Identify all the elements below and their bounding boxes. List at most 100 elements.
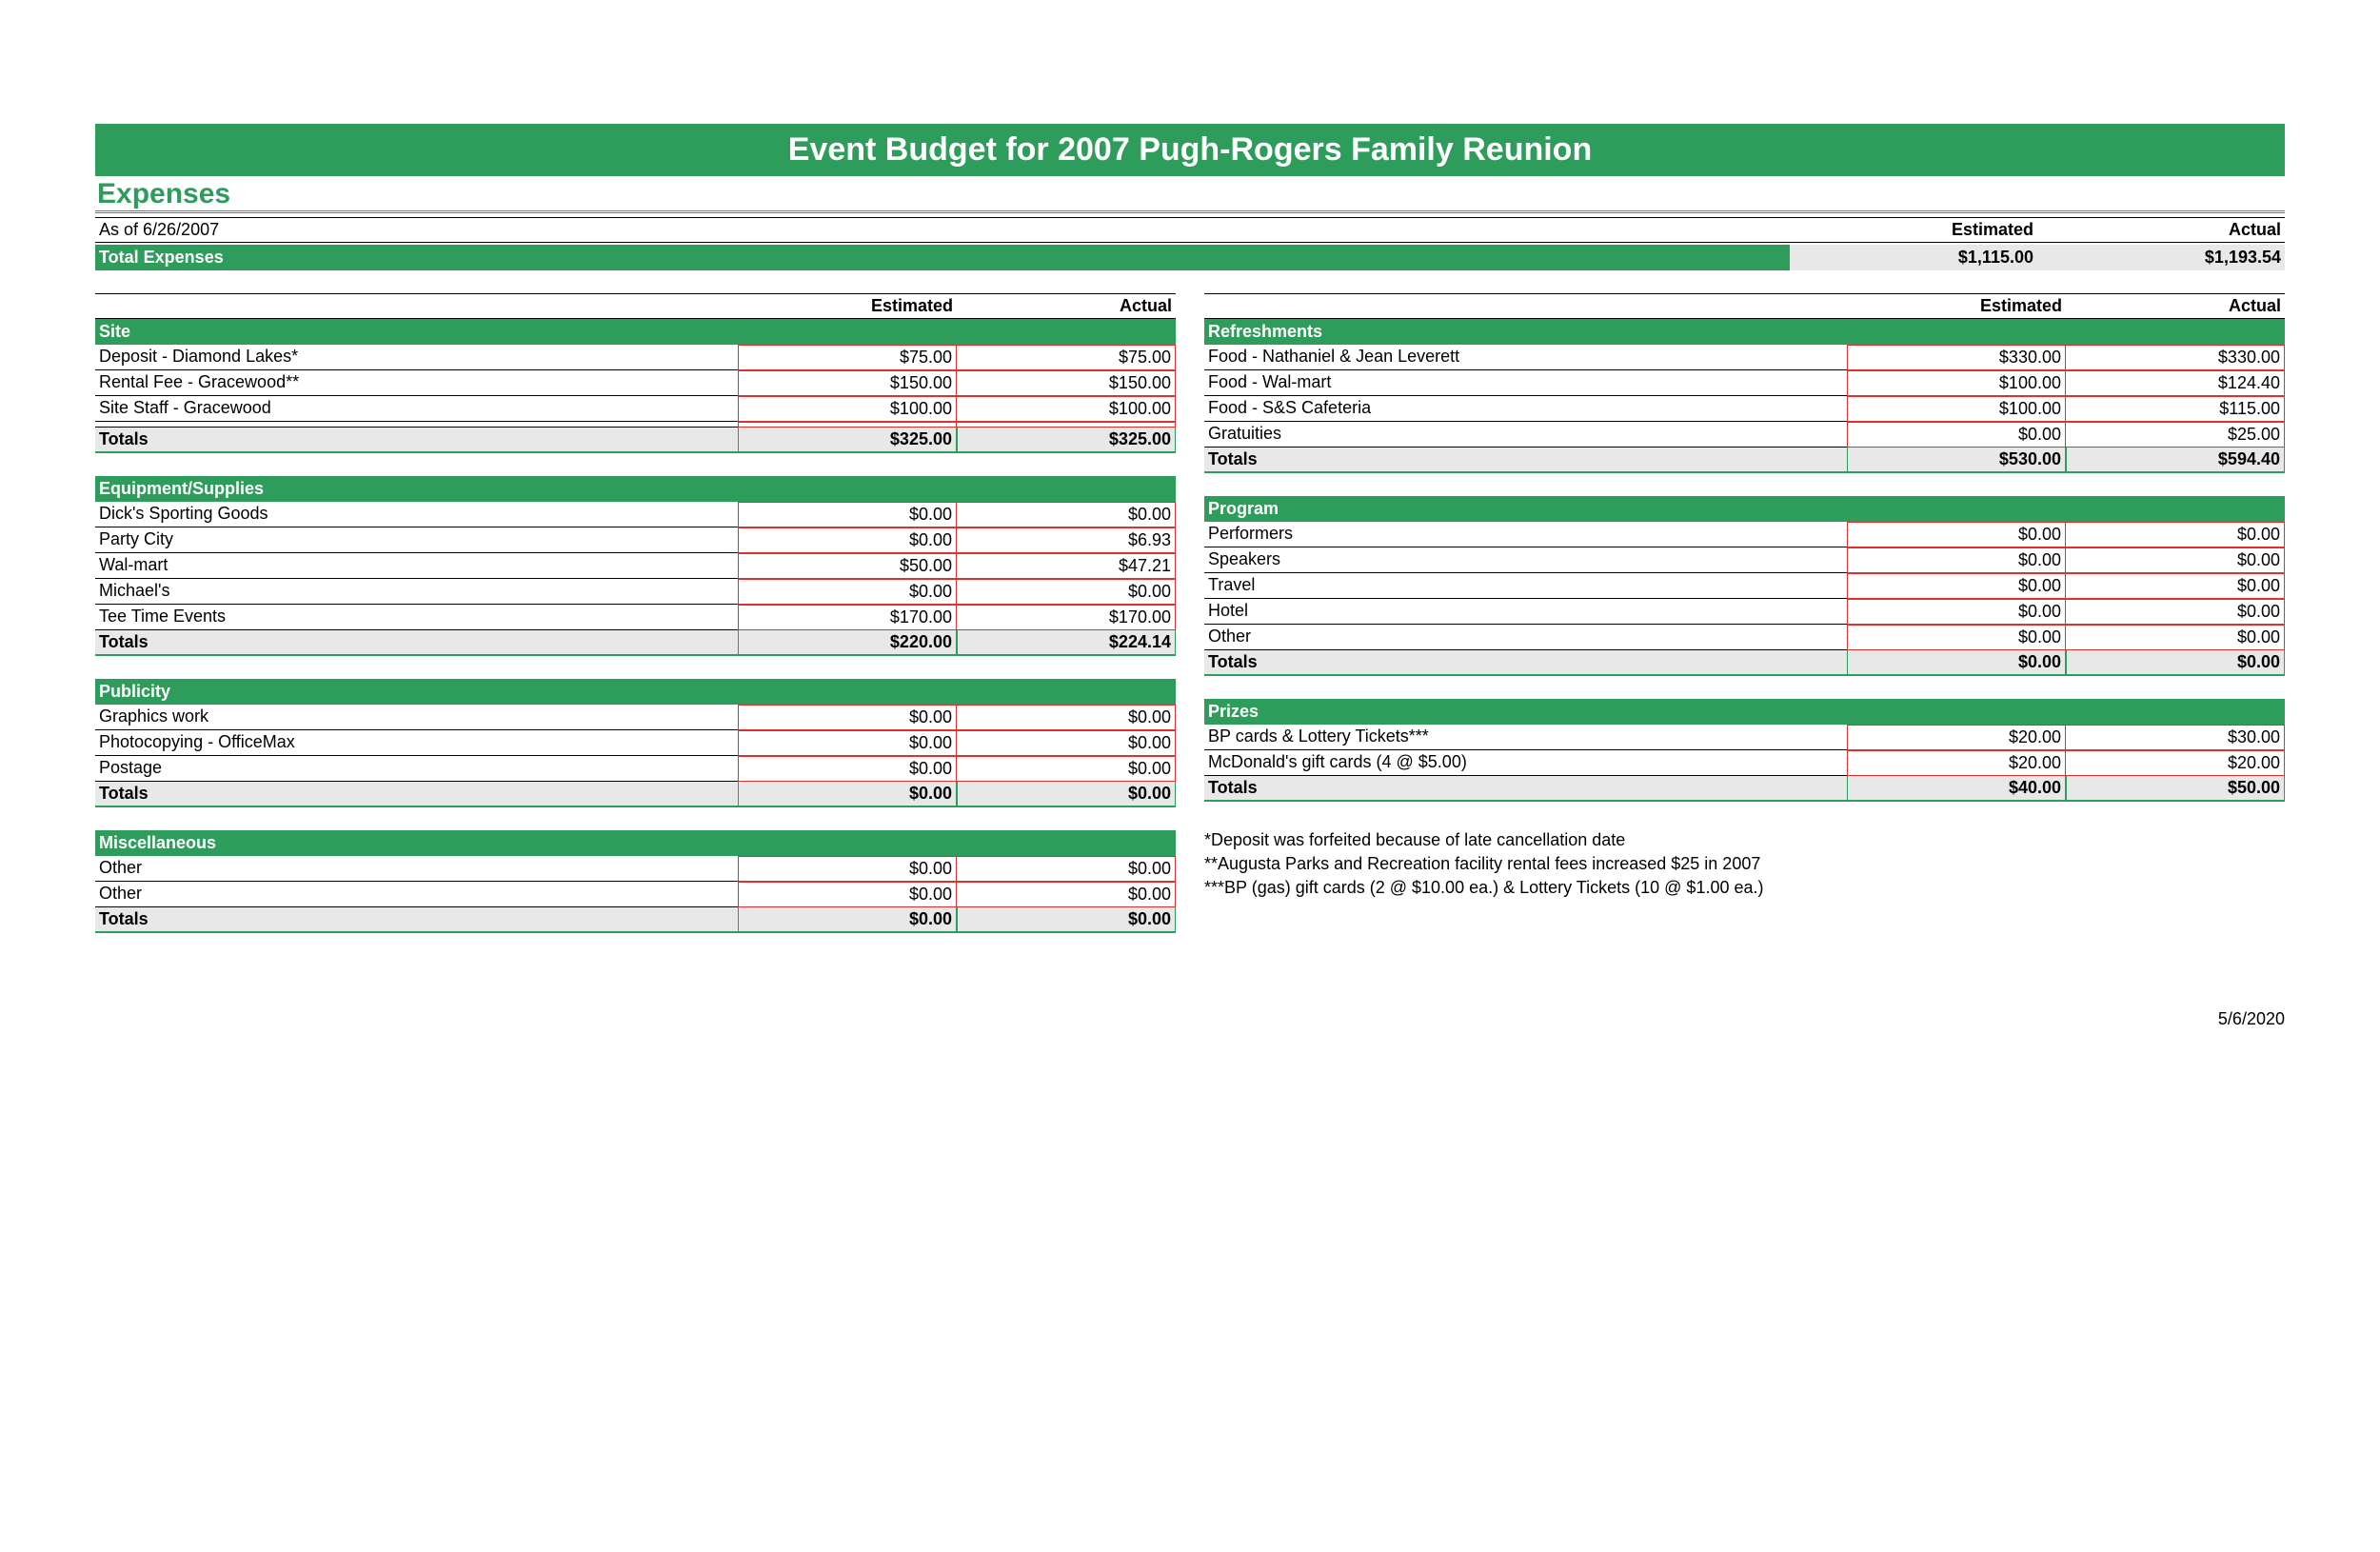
line-item-row: Travel$0.00$0.00 bbox=[1204, 573, 2285, 599]
totals-label: Totals bbox=[1204, 776, 1847, 802]
totals-actual: $594.40 bbox=[2066, 448, 2285, 473]
totals-estimated: $0.00 bbox=[1847, 650, 2066, 676]
category-title: Prizes bbox=[1204, 699, 2285, 725]
line-item-actual: $6.93 bbox=[957, 527, 1176, 553]
line-item-label: Tee Time Events bbox=[95, 605, 738, 630]
section-heading: Expenses bbox=[95, 178, 2285, 213]
category-block: PublicityGraphics work$0.00$0.00Photocop… bbox=[95, 679, 1176, 807]
line-item-actual: $25.00 bbox=[2066, 422, 2285, 448]
line-item-row: Performers$0.00$0.00 bbox=[1204, 522, 2285, 547]
line-item-row: Michael's$0.00$0.00 bbox=[95, 579, 1176, 605]
totals-label: Totals bbox=[95, 907, 738, 933]
line-item-actual: $0.00 bbox=[2066, 599, 2285, 625]
summary-actual-header: Actual bbox=[2037, 218, 2285, 242]
col-header-estimated: Estimated bbox=[738, 294, 957, 318]
line-item-label: BP cards & Lottery Tickets*** bbox=[1204, 725, 1847, 750]
line-item-actual: $47.21 bbox=[957, 553, 1176, 579]
line-item-actual: $0.00 bbox=[2066, 625, 2285, 650]
line-item-estimated: $50.00 bbox=[738, 553, 957, 579]
page-title: Event Budget for 2007 Pugh-Rogers Family… bbox=[95, 124, 2285, 176]
line-item-row: Tee Time Events$170.00$170.00 bbox=[95, 605, 1176, 630]
category-title: Site bbox=[95, 319, 1176, 345]
category-totals-row: Totals$325.00$325.00 bbox=[95, 428, 1176, 453]
line-item-estimated: $0.00 bbox=[738, 756, 957, 782]
category-totals-row: Totals$220.00$224.14 bbox=[95, 630, 1176, 656]
line-item-label: Michael's bbox=[95, 579, 738, 605]
line-item-estimated: $0.00 bbox=[1847, 625, 2066, 650]
line-item-estimated: $20.00 bbox=[1847, 725, 2066, 750]
category-block: EstimatedActualSiteDeposit - Diamond Lak… bbox=[95, 293, 1176, 453]
line-item-actual: $0.00 bbox=[2066, 522, 2285, 547]
line-item-label: Photocopying - OfficeMax bbox=[95, 730, 738, 756]
total-expenses-actual: $1,193.54 bbox=[2037, 245, 2285, 270]
totals-actual: $50.00 bbox=[2066, 776, 2285, 802]
line-item-row: Site Staff - Gracewood$100.00$100.00 bbox=[95, 396, 1176, 422]
line-item-label: Graphics work bbox=[95, 705, 738, 730]
line-item-estimated: $0.00 bbox=[738, 579, 957, 605]
totals-label: Totals bbox=[1204, 650, 1847, 676]
total-expenses-estimated: $1,115.00 bbox=[1790, 245, 2037, 270]
line-item-label: Party City bbox=[95, 527, 738, 553]
line-item-estimated: $100.00 bbox=[1847, 396, 2066, 422]
category-title: Miscellaneous bbox=[95, 830, 1176, 856]
line-item-estimated: $0.00 bbox=[738, 527, 957, 553]
category-title: Equipment/Supplies bbox=[95, 476, 1176, 502]
col-header-actual: Actual bbox=[2066, 294, 2285, 318]
line-item-actual: $75.00 bbox=[957, 345, 1176, 370]
footnote-line: ***BP (gas) gift cards (2 @ $10.00 ea.) … bbox=[1204, 876, 2285, 900]
line-item-label: Food - S&S Cafeteria bbox=[1204, 396, 1847, 422]
line-item-actual: $20.00 bbox=[2066, 750, 2285, 776]
category-column-headers: EstimatedActual bbox=[1204, 293, 2285, 319]
footer-date: 5/6/2020 bbox=[95, 1009, 2285, 1029]
line-item-actual: $0.00 bbox=[957, 579, 1176, 605]
footnote-line: **Augusta Parks and Recreation facility … bbox=[1204, 852, 2285, 876]
line-item-label: Travel bbox=[1204, 573, 1847, 599]
line-item-estimated: $0.00 bbox=[1847, 599, 2066, 625]
category-totals-row: Totals$530.00$594.40 bbox=[1204, 448, 2285, 473]
line-item-estimated: $170.00 bbox=[738, 605, 957, 630]
category-title: Refreshments bbox=[1204, 319, 2285, 345]
line-item-estimated: $20.00 bbox=[1847, 750, 2066, 776]
category-column-headers: EstimatedActual bbox=[95, 293, 1176, 319]
totals-actual: $0.00 bbox=[2066, 650, 2285, 676]
total-expenses-label: Total Expenses bbox=[95, 245, 1790, 270]
category-title: Publicity bbox=[95, 679, 1176, 705]
category-block: EstimatedActualRefreshmentsFood - Nathan… bbox=[1204, 293, 2285, 473]
line-item-row: Food - Nathaniel & Jean Leverett$330.00$… bbox=[1204, 345, 2285, 370]
line-item-estimated: $75.00 bbox=[738, 345, 957, 370]
line-item-row: Food - Wal-mart$100.00$124.40 bbox=[1204, 370, 2285, 396]
line-item-estimated: $0.00 bbox=[738, 856, 957, 882]
line-item-row: Other$0.00$0.00 bbox=[95, 882, 1176, 907]
line-item-actual: $115.00 bbox=[2066, 396, 2285, 422]
line-item-row: Postage$0.00$0.00 bbox=[95, 756, 1176, 782]
totals-estimated: $0.00 bbox=[738, 782, 957, 807]
category-totals-row: Totals$40.00$50.00 bbox=[1204, 776, 2285, 802]
line-item-label: McDonald's gift cards (4 @ $5.00) bbox=[1204, 750, 1847, 776]
totals-estimated: $0.00 bbox=[738, 907, 957, 933]
line-item-row: Photocopying - OfficeMax$0.00$0.00 bbox=[95, 730, 1176, 756]
totals-actual: $325.00 bbox=[957, 428, 1176, 453]
line-item-row: Wal-mart$50.00$47.21 bbox=[95, 553, 1176, 579]
line-item-label: Dick's Sporting Goods bbox=[95, 502, 738, 527]
line-item-row: BP cards & Lottery Tickets***$20.00$30.0… bbox=[1204, 725, 2285, 750]
line-item-estimated: $0.00 bbox=[1847, 547, 2066, 573]
line-item-estimated: $0.00 bbox=[738, 502, 957, 527]
line-item-estimated: $150.00 bbox=[738, 370, 957, 396]
line-item-label: Deposit - Diamond Lakes* bbox=[95, 345, 738, 370]
line-item-actual: $124.40 bbox=[2066, 370, 2285, 396]
line-item-label: Speakers bbox=[1204, 547, 1847, 573]
category-block: PrizesBP cards & Lottery Tickets***$20.0… bbox=[1204, 699, 2285, 802]
col-header-estimated: Estimated bbox=[1847, 294, 2066, 318]
line-item-actual: $0.00 bbox=[957, 502, 1176, 527]
line-item-label: Postage bbox=[95, 756, 738, 782]
line-item-actual: $330.00 bbox=[2066, 345, 2285, 370]
line-item-actual: $0.00 bbox=[2066, 573, 2285, 599]
category-totals-row: Totals$0.00$0.00 bbox=[95, 907, 1176, 933]
line-item-label: Performers bbox=[1204, 522, 1847, 547]
line-item-actual: $100.00 bbox=[957, 396, 1176, 422]
line-item-row: Dick's Sporting Goods$0.00$0.00 bbox=[95, 502, 1176, 527]
line-item-label: Rental Fee - Gracewood** bbox=[95, 370, 738, 396]
line-item-estimated: $0.00 bbox=[738, 730, 957, 756]
footnotes: *Deposit was forfeited because of late c… bbox=[1204, 828, 2285, 901]
line-item-label: Site Staff - Gracewood bbox=[95, 396, 738, 422]
